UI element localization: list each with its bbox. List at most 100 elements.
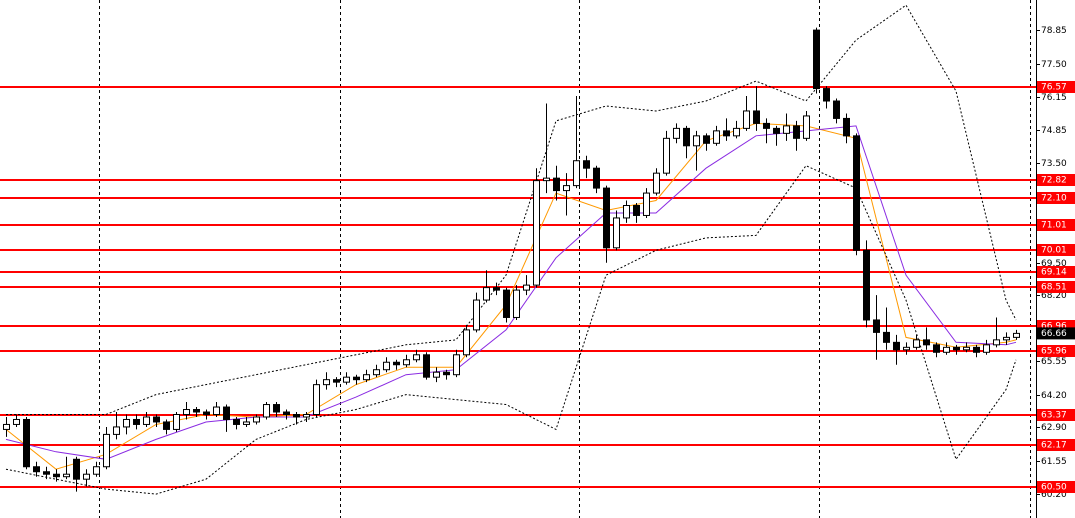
candle-body: [533, 180, 540, 286]
candle-body: [903, 346, 910, 351]
candle-body: [453, 354, 460, 376]
candle-body: [163, 421, 170, 430]
candle-body: [753, 110, 760, 124]
y-tick-label: 65.55: [1041, 357, 1067, 367]
candle-body: [993, 339, 1000, 346]
level-label-box: [1037, 244, 1075, 256]
level-label: 60.50: [1041, 483, 1067, 493]
candle-body: [593, 167, 600, 189]
candle-body: [543, 177, 550, 182]
candle-body: [573, 160, 580, 187]
candle-body: [563, 185, 570, 192]
candle-body: [613, 217, 620, 249]
y-tick-label: 68.20: [1041, 291, 1067, 301]
candle-body: [863, 249, 870, 321]
level-label-box: [1037, 409, 1075, 421]
y-tick-label: 74.85: [1041, 126, 1067, 136]
level-label: 65.96: [1041, 347, 1067, 357]
candle-body: [3, 423, 10, 430]
candle-body: [383, 361, 390, 371]
candle-body: [883, 331, 890, 343]
candle-body: [263, 404, 270, 418]
candle-body: [1013, 332, 1020, 338]
candle-body: [13, 418, 20, 425]
y-tick-label: 73.50: [1041, 159, 1067, 169]
y-tick-label: 78.85: [1041, 26, 1067, 36]
candle-body: [193, 409, 200, 413]
candle-body: [923, 339, 930, 346]
candle-body: [133, 418, 140, 425]
candle-body: [233, 418, 240, 425]
level-label: 66.96: [1041, 322, 1067, 332]
candle-body: [333, 379, 340, 383]
candle-body: [493, 287, 500, 291]
candle-body: [973, 346, 980, 353]
level-label: 62.17: [1041, 441, 1067, 451]
candle-body: [33, 466, 40, 473]
candle-body: [653, 172, 660, 194]
candle-body: [983, 344, 990, 353]
candle-body: [773, 127, 780, 134]
candle-body: [743, 110, 750, 129]
level-label-box: [1037, 81, 1075, 93]
candle-body: [293, 413, 300, 418]
candle-body: [273, 404, 280, 413]
candle-body: [943, 346, 950, 353]
candle-body: [63, 473, 70, 478]
average-line: [5, 122, 1017, 470]
candle-body: [343, 376, 350, 383]
candle-body: [733, 127, 740, 137]
y-tick-label: 61.55: [1041, 457, 1067, 467]
level-label-box: [1037, 345, 1075, 357]
y-tick-label: 77.50: [1041, 60, 1067, 70]
candle-body: [323, 379, 330, 386]
candle-body: [103, 433, 110, 468]
candle-body: [633, 205, 640, 216]
candle-body: [953, 346, 960, 351]
candle-body: [123, 418, 130, 428]
candle-body: [673, 127, 680, 139]
y-tick-label: 60.20: [1041, 490, 1067, 500]
candle-body: [173, 413, 180, 430]
candle-body: [583, 160, 590, 169]
candle-body: [873, 319, 880, 333]
y-tick-label: 76.15: [1041, 93, 1067, 103]
candle-body: [483, 287, 490, 301]
candle-body: [73, 458, 80, 480]
candle-body: [1003, 336, 1010, 341]
candle-body: [643, 192, 650, 216]
y-tick-label: 64.20: [1041, 391, 1067, 401]
last-price-label: 66.66: [1041, 329, 1067, 339]
level-label-box: [1037, 219, 1075, 231]
band-line: [6, 4, 1017, 415]
level-label: 70.01: [1041, 246, 1067, 256]
candle-body: [373, 369, 380, 376]
average-line: [5, 125, 1017, 460]
candle-body: [113, 426, 120, 435]
candle-body: [603, 187, 610, 249]
level-label: 71.01: [1041, 221, 1067, 231]
candle-body: [763, 122, 770, 129]
candle-body: [623, 205, 630, 219]
candle-body: [23, 418, 30, 468]
candle-body: [303, 413, 310, 418]
band-line: [5, 165, 1017, 495]
candle-body: [283, 411, 290, 415]
candle-body: [813, 29, 820, 90]
candle-body: [783, 125, 790, 134]
candle-body: [213, 406, 220, 415]
candle-body: [403, 359, 410, 366]
level-label-box: [1037, 174, 1075, 186]
level-label: 72.82: [1041, 176, 1067, 186]
candle-body: [963, 346, 970, 351]
candle-body: [203, 411, 210, 415]
candle-body: [363, 374, 370, 381]
level-label: 69.14: [1041, 268, 1067, 278]
candle-body: [553, 177, 560, 192]
candle-body: [523, 284, 530, 291]
candle-body: [153, 416, 160, 423]
last-price-box: [1037, 327, 1075, 340]
candle-body: [693, 135, 700, 147]
candle-body: [183, 409, 190, 415]
candle-body: [913, 339, 920, 348]
